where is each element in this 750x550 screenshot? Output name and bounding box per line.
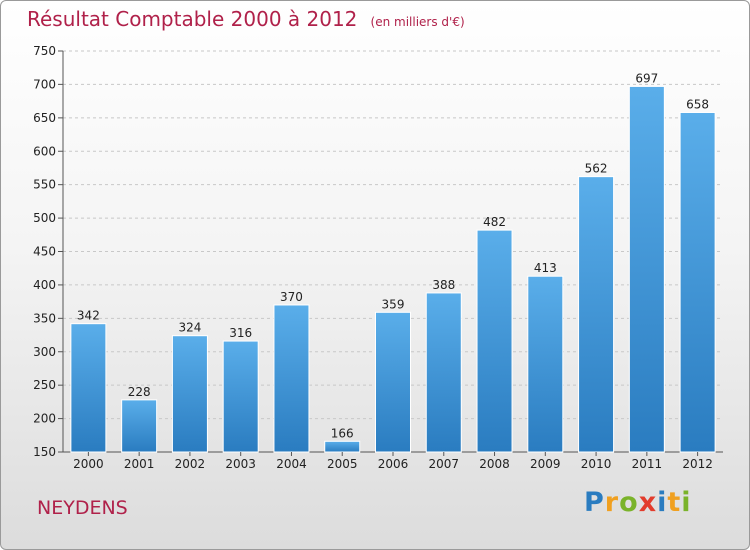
x-tick-label: 2012 [682, 457, 713, 471]
bar-value-label: 228 [128, 385, 151, 399]
y-tick-label: 500 [33, 211, 56, 225]
bar-value-label: 697 [635, 71, 658, 85]
y-tick-labels: 150 200 250 300 350 400 450 500 550 600 650 700 750 [33, 44, 56, 459]
y-tick-label: 150 [33, 445, 56, 459]
x-tick-labels: 2000 2001 2002 2003 2004 2005 2006 2007 2008 2009… [73, 452, 713, 471]
logo-letter: r [604, 487, 620, 518]
bar-value-label: 413 [534, 261, 557, 275]
y-tick-label: 200 [33, 412, 56, 426]
bar [578, 176, 615, 453]
y-tick-label: 550 [33, 178, 56, 192]
x-tick-label: 2011 [632, 457, 663, 471]
x-tick-label: 2010 [581, 457, 612, 471]
bar [476, 229, 513, 453]
x-tick-label: 2003 [225, 457, 256, 471]
y-tick-label: 300 [33, 345, 56, 359]
bar-value-label: 370 [280, 290, 303, 304]
y-tick-label: 600 [33, 144, 56, 158]
bar-value-label: 342 [77, 309, 100, 323]
chart-title: Résultat Comptable 2000 à 2012 [27, 7, 358, 31]
y-tick-label: 350 [33, 311, 56, 325]
title-block: Résultat Comptable 2000 à 2012 (en milli… [27, 7, 465, 31]
y-tick-label: 450 [33, 245, 56, 259]
bar [222, 340, 259, 453]
y-tick-label: 700 [33, 77, 56, 91]
x-tick-label: 2004 [276, 457, 307, 471]
bar [425, 292, 462, 453]
bar [628, 85, 665, 453]
bar [375, 311, 411, 453]
y-tick-label: 750 [33, 44, 56, 58]
x-tick-label: 2009 [530, 457, 561, 471]
bar [70, 323, 107, 453]
bar-value-label: 658 [686, 97, 709, 111]
bar [171, 335, 208, 453]
bar [273, 304, 310, 453]
bar-value-label: 388 [432, 278, 455, 292]
y-tick-label: 650 [33, 111, 56, 125]
y-tick-label: 250 [33, 378, 56, 392]
location-name: NEYDENS [37, 497, 128, 519]
bar-value-label: 324 [178, 321, 201, 335]
x-tick-label: 2008 [479, 457, 510, 471]
bar [527, 275, 564, 453]
x-tick-label: 2007 [428, 457, 459, 471]
bar [324, 440, 361, 453]
proxiti-logo: Proxiti [584, 487, 692, 518]
logo-letter: i [681, 487, 692, 518]
y-tick-label: 400 [33, 278, 56, 292]
x-tick-label: 2000 [73, 457, 104, 471]
value-labels: 342 228 324 316 370 166 359 388 482 413 562 697 658 [77, 71, 709, 440]
bar-value-label: 166 [331, 426, 354, 440]
bar [679, 111, 716, 453]
logo-letter: x [638, 487, 658, 518]
bar-value-label: 482 [483, 215, 506, 229]
x-tick-label: 2002 [175, 457, 206, 471]
x-tick-label: 2005 [327, 457, 358, 471]
bars [70, 85, 716, 453]
bar-value-label: 562 [585, 162, 608, 176]
logo-letter: i [657, 487, 668, 518]
logo-letter: t [667, 487, 682, 518]
bar-value-label: 316 [229, 326, 252, 340]
x-tick-label: 2006 [378, 457, 409, 471]
logo-letter: o [619, 487, 639, 518]
bar [121, 399, 158, 453]
x-tick-label: 2001 [124, 457, 155, 471]
logo-letter: P [584, 487, 605, 518]
chart-subtitle: (en milliers d'€) [370, 15, 465, 29]
bar-value-label: 359 [382, 297, 405, 311]
